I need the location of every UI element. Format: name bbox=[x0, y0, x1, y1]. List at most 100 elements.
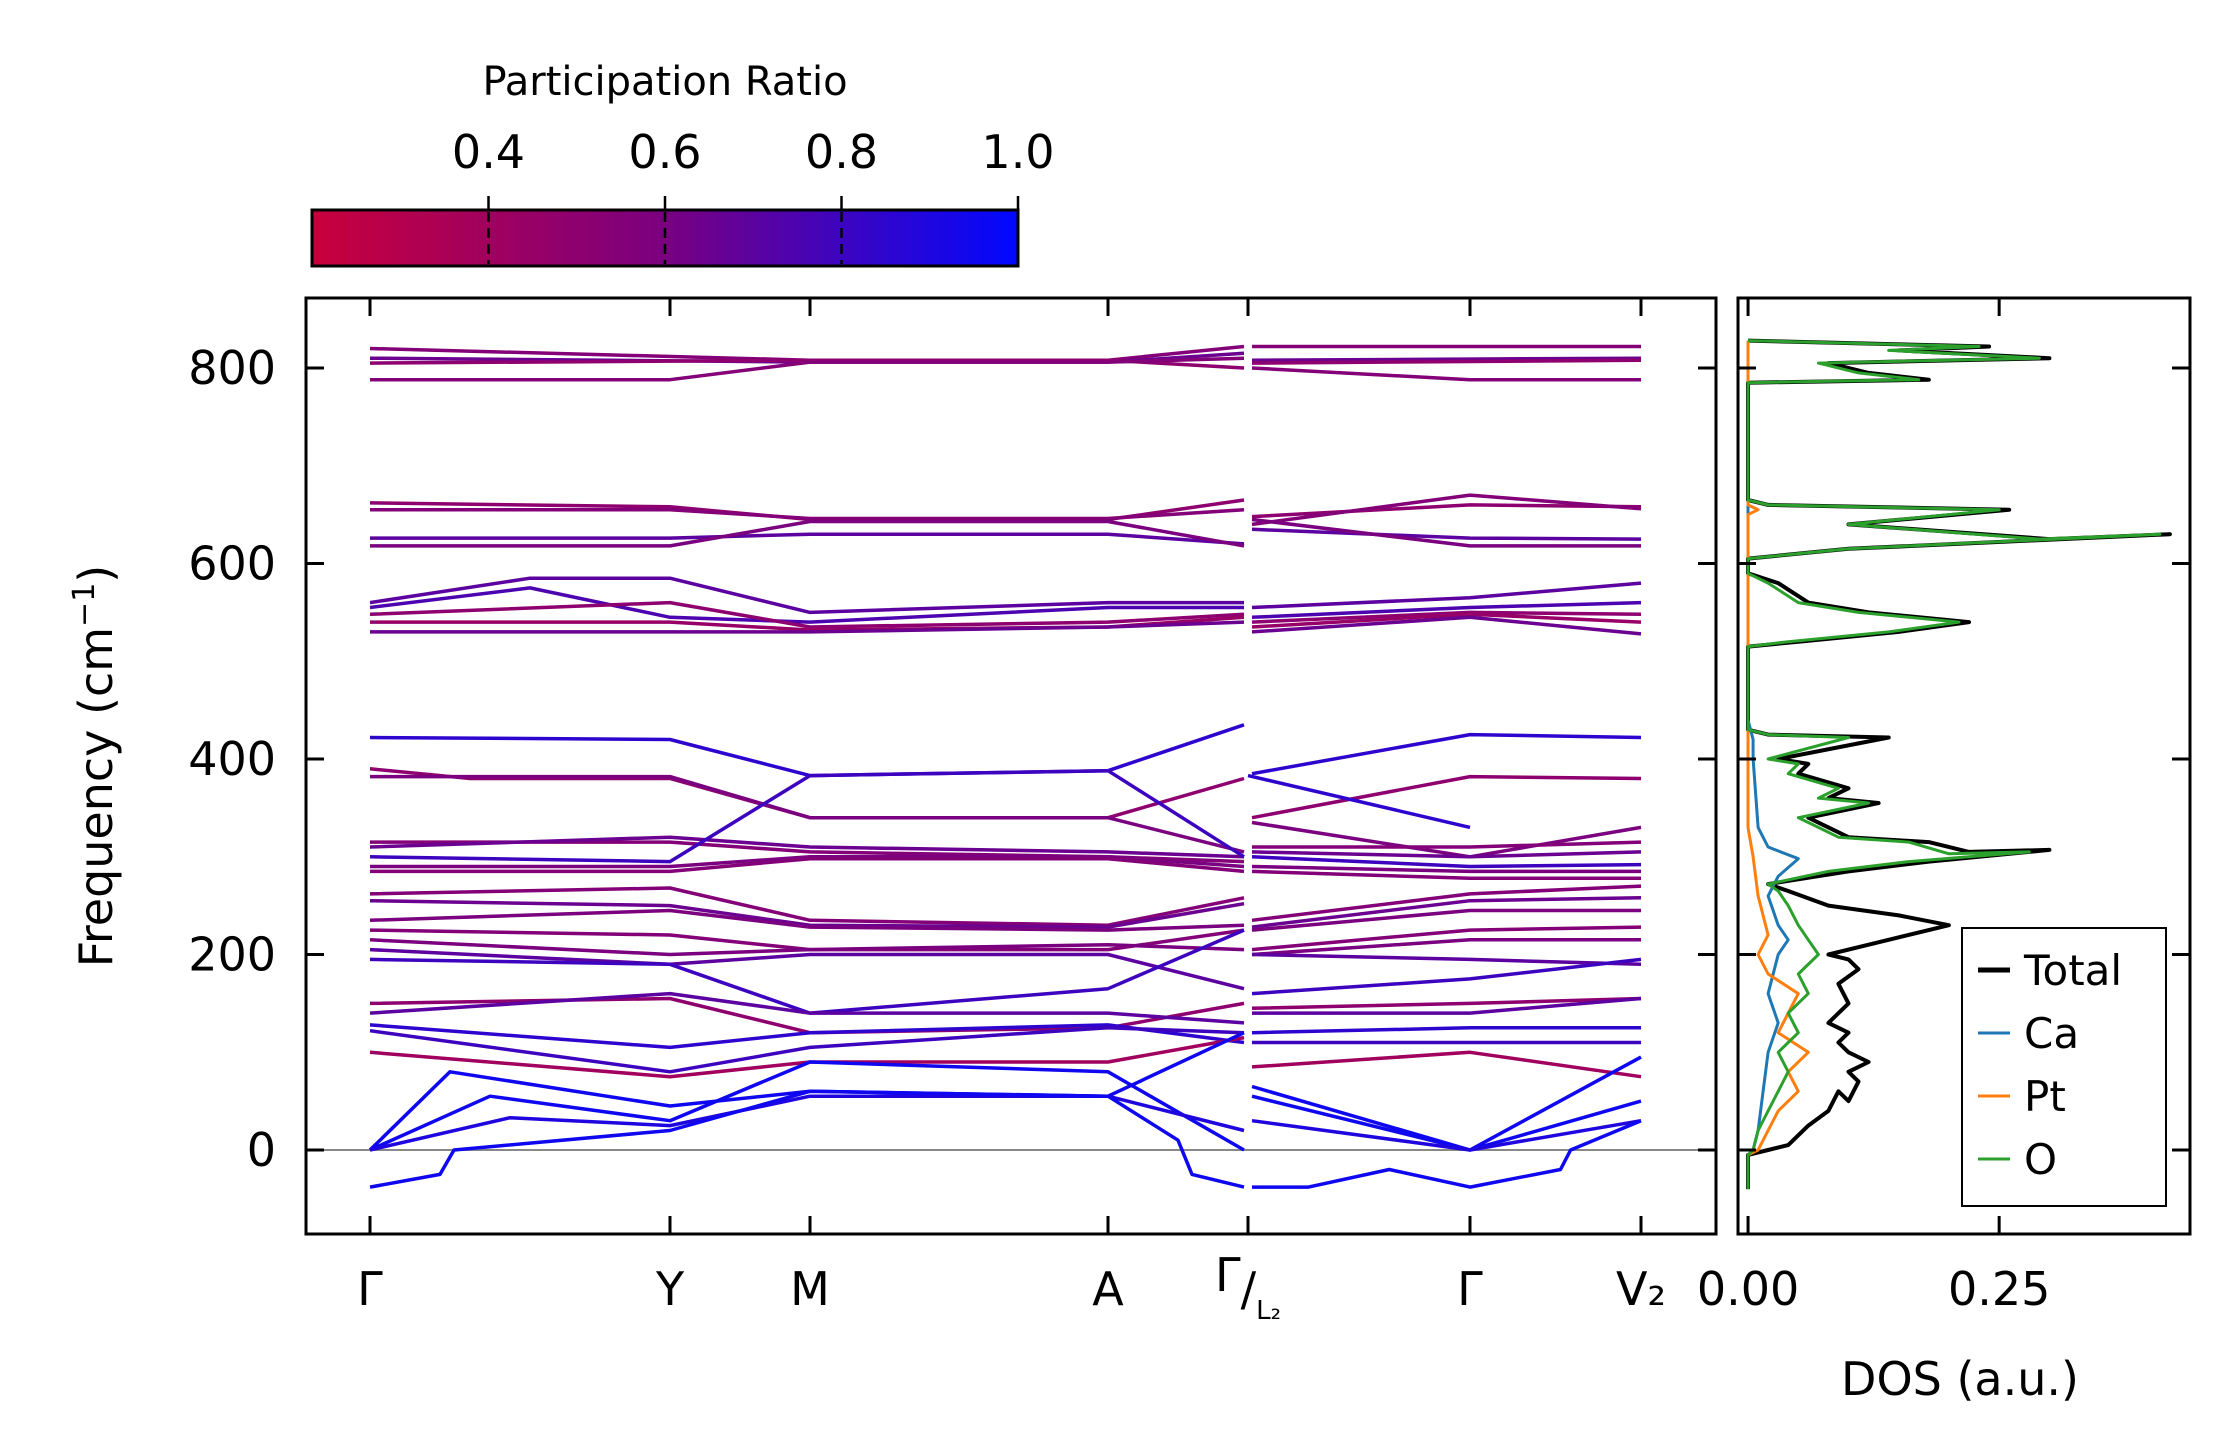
colorbar-title: Participation Ratio bbox=[482, 59, 847, 105]
band-line-band-215-seg1 bbox=[1251, 938, 1641, 957]
dos-lines bbox=[1746, 338, 2172, 1190]
kpoint-label-4: Γ/L₂ bbox=[1215, 1248, 1281, 1326]
band-line-band-310-seg0 bbox=[369, 835, 1245, 859]
band-line-band-382-seg0 bbox=[370, 774, 1245, 854]
legend-label-o: O bbox=[2024, 1135, 2057, 1184]
band-line-band-285-seg1 bbox=[1251, 869, 1641, 881]
colorbar-tick-label-1: 0.6 bbox=[628, 125, 701, 179]
band-line-imaginary-mode-seg0 bbox=[369, 1089, 1245, 1189]
band-line-imaginary-mode-seg1 bbox=[1252, 1119, 1642, 1189]
legend-label-total: Total bbox=[2023, 946, 2122, 995]
legend-label-pt: Pt bbox=[2024, 1072, 2066, 1121]
band-line-band-200-seg0 bbox=[369, 947, 1245, 991]
dos-plot-frame bbox=[1736, 296, 2192, 1236]
band-line-acoustic-3-seg1 bbox=[1251, 1118, 1642, 1152]
band-line-band-390-seg1 bbox=[1251, 774, 1642, 820]
band-line-band-215-seg0 bbox=[369, 938, 1245, 957]
band-line-band-788-seg1 bbox=[1251, 366, 1641, 382]
band-line-band-618-seg1 bbox=[1251, 517, 1641, 548]
band-line-band-810-seg1 bbox=[1251, 356, 1642, 362]
kpoint-label-6: V₂ bbox=[1616, 1262, 1666, 1316]
band-line-band-618-seg0 bbox=[370, 519, 1245, 548]
band-line-band-290-seg0 bbox=[370, 855, 1245, 869]
band-ytick-label-0: 0 bbox=[247, 1123, 276, 1177]
dos-x-axis-title: DOS (a.u.) bbox=[1841, 1352, 2079, 1406]
band-line-band-548-seg0 bbox=[369, 600, 1245, 629]
band-line-band-805-seg0 bbox=[369, 358, 1245, 370]
band-line-band-528-seg0 bbox=[370, 620, 1245, 634]
band-line-band-555-seg0 bbox=[369, 586, 1244, 624]
band-line-band-540-seg1 bbox=[1251, 612, 1642, 629]
band-line-band-662-seg1 bbox=[1251, 503, 1642, 519]
band-line-acoustic-2-seg0 bbox=[369, 1060, 1245, 1152]
band-line-band-140-seg0 bbox=[369, 991, 1245, 1025]
band-line-band-190-seg1 bbox=[1251, 957, 1642, 996]
band-line-band-788-seg0 bbox=[370, 356, 1245, 382]
kpoint-label-0: Γ bbox=[357, 1262, 383, 1316]
dos-xtick-label-0: 0.00 bbox=[1697, 1262, 1799, 1316]
colorbar-ticks: 0.4 0.6 0.8 1.0 bbox=[452, 125, 1055, 264]
band-line-band-100-seg0 bbox=[369, 1035, 1245, 1079]
dos-axes: 0.00 0.25 DOS (a.u.) Total Ca Pt O bbox=[1697, 296, 2192, 1406]
y-axis-title: Frequency (cm−1) bbox=[67, 565, 123, 968]
band-line-band-330-seg0 bbox=[1247, 773, 1471, 830]
colorbar-tick-label-3: 1.0 bbox=[981, 125, 1054, 179]
kpoint-label-1: Y bbox=[655, 1262, 685, 1316]
dos-line-pt bbox=[1746, 340, 1810, 1190]
band-line-band-290-seg1 bbox=[1251, 864, 1641, 874]
band-plot-frame bbox=[304, 296, 1718, 1236]
band-line-band-560-seg1 bbox=[1251, 581, 1642, 610]
band-y-ticks: 0 200 400 600 800 bbox=[188, 341, 1716, 1177]
band-lines bbox=[306, 344, 1716, 1189]
band-line-band-255-seg1 bbox=[1251, 896, 1642, 929]
band-ytick-label-400: 400 bbox=[188, 732, 276, 786]
dos-line-ca bbox=[1746, 340, 1800, 1190]
dos-line-o bbox=[1746, 339, 2162, 1190]
colorbar-tick-label-2: 0.8 bbox=[805, 125, 878, 179]
kpoint-label-5: Γ bbox=[1457, 1262, 1483, 1316]
band-line-acoustic-1-seg1 bbox=[1251, 1055, 1642, 1152]
colorbar: Participation Ratio 0.4 0.6 0.8 1.0 bbox=[310, 59, 1055, 268]
band-line-band-626-seg0 bbox=[370, 532, 1245, 546]
band-line-band-100-seg1 bbox=[1251, 1050, 1642, 1079]
band-line-band-255-seg0 bbox=[369, 898, 1245, 929]
band-line-acoustic-3-seg0 bbox=[369, 1094, 1245, 1152]
band-line-band-655-seg1 bbox=[1251, 493, 1642, 527]
band-x-ticks: Γ Y M A Γ/L₂ Γ V₂ bbox=[357, 298, 1666, 1326]
band-line-band-235-seg1 bbox=[1251, 908, 1641, 932]
band-line-band-655-seg0 bbox=[370, 507, 1245, 521]
band-ytick-label-600: 600 bbox=[188, 537, 276, 591]
band-ytick-label-800: 800 bbox=[188, 341, 276, 395]
band-line-band-555-seg1 bbox=[1251, 600, 1642, 620]
dos-legend: Total Ca Pt O bbox=[1961, 927, 2167, 1207]
band-line-band-285-seg0 bbox=[370, 856, 1245, 874]
kpoint-label-3: A bbox=[1092, 1262, 1124, 1316]
band-line-band-235-seg0 bbox=[369, 908, 1245, 932]
band-line-band-262-seg1 bbox=[1251, 884, 1642, 923]
band-line-band-200-seg1 bbox=[1251, 952, 1642, 967]
band-line-band-128-seg1 bbox=[1251, 1026, 1641, 1035]
band-structure-axes: 0 200 400 600 800 Γ Y M A Γ/L₂ Γ V₂ Frequency (cm−… bbox=[67, 296, 1718, 1326]
band-line-band-300-seg1 bbox=[1251, 855, 1642, 869]
band-line-band-528-seg1 bbox=[1251, 615, 1642, 636]
band-line-band-122-seg0 bbox=[369, 1026, 1245, 1074]
dos-xtick-label-1: 0.25 bbox=[1948, 1262, 2050, 1316]
legend-label-ca: Ca bbox=[2024, 1009, 2079, 1058]
band-line-band-422-seg0 bbox=[369, 723, 1245, 778]
band-line-band-262-seg0 bbox=[369, 886, 1245, 927]
dos-ticks: 0.00 0.25 bbox=[1697, 298, 2190, 1316]
band-line-band-805-seg1 bbox=[1251, 358, 1642, 365]
band-line-band-626-seg1 bbox=[1251, 527, 1642, 541]
band-line-band-140-seg1 bbox=[1252, 996, 1642, 1015]
band-line-band-150-seg1 bbox=[1251, 996, 1642, 1011]
band-line-band-225-seg1 bbox=[1251, 925, 1642, 952]
band-line-band-315-seg1 bbox=[1252, 840, 1642, 849]
band-line-band-310-seg1 bbox=[1251, 850, 1642, 859]
band-line-band-422-seg1 bbox=[1251, 732, 1642, 776]
band-line-band-548-seg1 bbox=[1251, 610, 1642, 624]
band-line-band-560-seg0 bbox=[369, 576, 1244, 615]
colorbar-tick-label-0: 0.4 bbox=[452, 125, 525, 179]
kpoint-label-2: M bbox=[790, 1262, 830, 1316]
band-line-band-300-seg0 bbox=[369, 768, 1245, 864]
